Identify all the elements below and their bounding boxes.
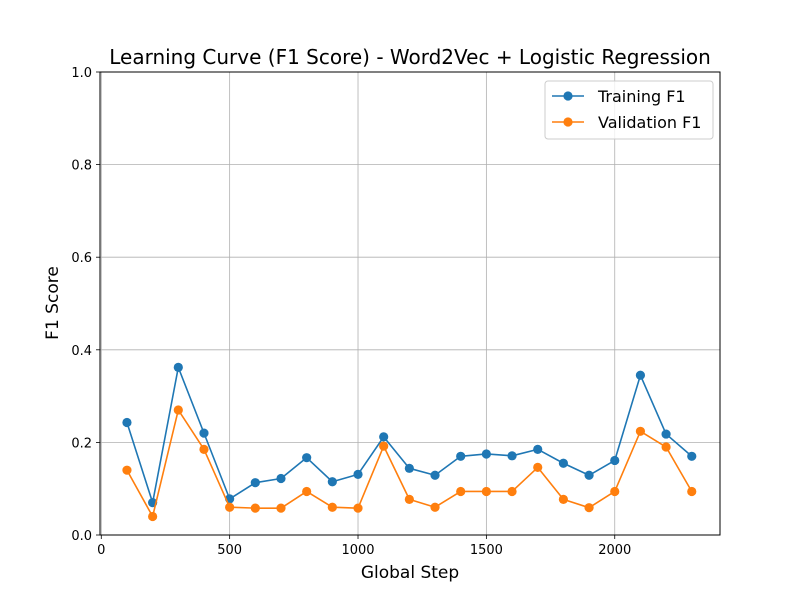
data-point [353, 503, 363, 513]
legend-label: Training F1 [597, 87, 686, 106]
data-point [199, 428, 209, 438]
legend-marker [563, 91, 573, 101]
data-point [610, 486, 620, 497]
data-point [404, 463, 414, 473]
data-point [302, 486, 312, 497]
data-point [456, 486, 466, 497]
data-point [507, 451, 517, 461]
legend-marker [563, 117, 573, 127]
x-tick-label: 1500 [470, 543, 503, 558]
legend-entries: Training F1 Validation F1 [552, 87, 701, 132]
series-group [122, 405, 697, 522]
y-tick-label: 0.0 [71, 529, 92, 544]
data-point [250, 503, 260, 513]
data-point [199, 444, 209, 454]
data-point [430, 502, 440, 512]
data-point [610, 455, 620, 466]
data-point [661, 442, 671, 452]
data-point [353, 469, 363, 479]
data-point [635, 370, 646, 380]
data-point [533, 444, 543, 454]
data-point [635, 426, 646, 436]
data-point [225, 502, 235, 512]
y-tick-label: 0.4 [71, 344, 92, 359]
data-point [507, 486, 517, 497]
data-point [379, 432, 389, 442]
data-point [661, 429, 671, 439]
data-point [687, 451, 697, 461]
plot-frame [99, 71, 721, 536]
data-point [456, 451, 466, 461]
chart-title: Learning Curve (F1 Score) - Word2Vec + L… [109, 45, 711, 69]
plot-series [122, 362, 697, 522]
data-point [173, 362, 183, 372]
data-point [327, 477, 337, 487]
data-point [276, 473, 286, 484]
y-tick-label: 0.2 [71, 436, 92, 451]
legend-box [544, 80, 714, 140]
data-point [250, 478, 260, 488]
data-point [122, 465, 132, 475]
y-tick-label: 1.0 [71, 66, 92, 81]
data-point [533, 462, 543, 473]
x-tick-label: 500 [217, 543, 242, 558]
axis-ticks: 0 500 1000 1500 2000 0.0 0.2 0.4 0.6 0.8 1.0 [71, 66, 631, 558]
y-tick-label: 0.6 [71, 251, 92, 266]
data-point [584, 503, 594, 513]
y-axis-title: F1 Score [43, 266, 63, 340]
data-point [148, 511, 158, 522]
data-point [122, 417, 132, 428]
data-point [173, 405, 183, 415]
data-point [481, 449, 491, 459]
data-point [276, 503, 286, 513]
data-point [327, 502, 337, 512]
legend: Training F1 Validation F1 [544, 80, 714, 140]
legend-label: Validation F1 [598, 113, 701, 132]
data-point [687, 486, 697, 497]
data-point [481, 486, 491, 497]
data-point [302, 453, 312, 463]
x-tick-label: 0 [97, 543, 105, 558]
data-point [558, 458, 568, 468]
data-point [430, 470, 440, 480]
x-tick-label: 2000 [598, 543, 631, 558]
y-tick-label: 0.8 [71, 159, 92, 174]
x-axis-title: Global Step [361, 563, 459, 583]
data-point [379, 441, 389, 451]
data-point [584, 470, 594, 480]
x-tick-label: 1000 [341, 543, 374, 558]
data-point [404, 494, 414, 504]
data-point [558, 494, 568, 504]
